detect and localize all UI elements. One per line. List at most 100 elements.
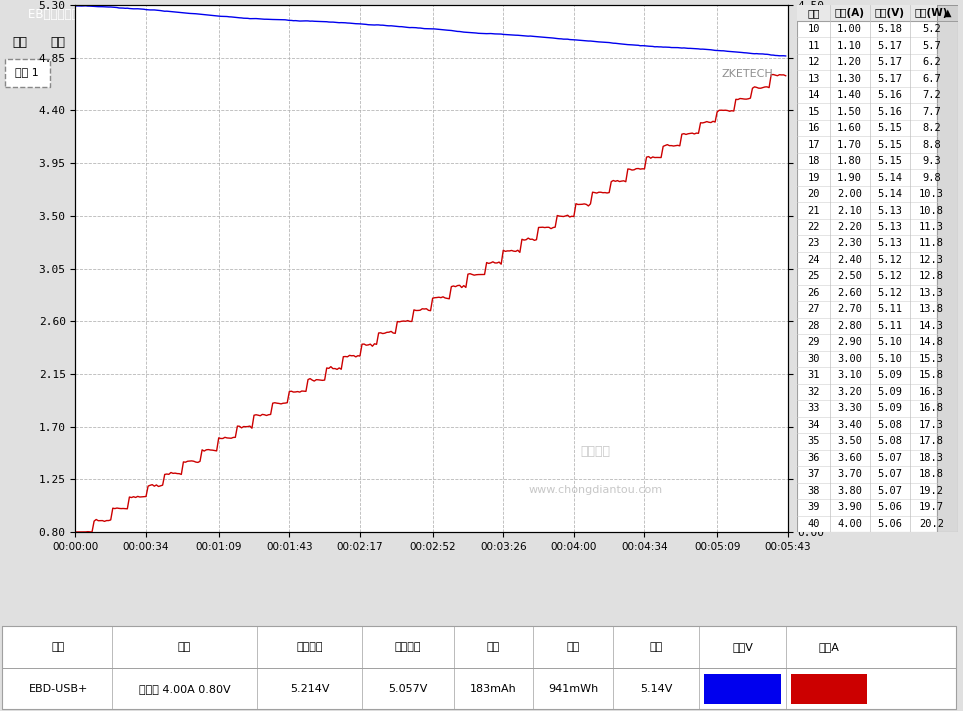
Text: 5.08: 5.08 <box>877 419 902 430</box>
Text: 3.20: 3.20 <box>837 387 862 397</box>
Text: 设置: 设置 <box>125 36 140 49</box>
Text: 29: 29 <box>807 338 820 348</box>
Text: 3.30: 3.30 <box>837 403 862 413</box>
Text: 16: 16 <box>807 123 820 133</box>
Text: 恒电流 4.00A 0.80V: 恒电流 4.00A 0.80V <box>139 683 230 693</box>
Bar <box>791 674 867 704</box>
Text: ▲: ▲ <box>944 8 951 18</box>
Text: 5.15: 5.15 <box>877 139 902 149</box>
Text: 7.2: 7.2 <box>923 90 941 100</box>
Text: 5.12: 5.12 <box>877 255 902 265</box>
Text: 5.13: 5.13 <box>877 222 902 232</box>
Text: 5.11: 5.11 <box>877 304 902 314</box>
Text: 31: 31 <box>807 370 820 380</box>
Text: EB测试系统软件 V1.8.5 (Build 2016-03-07 充电头特别版): EB测试系统软件 V1.8.5 (Build 2016-03-07 充电头特别版… <box>28 9 288 21</box>
Text: 9.3: 9.3 <box>923 156 941 166</box>
Bar <box>937 5 958 21</box>
Text: 11.8: 11.8 <box>919 238 944 248</box>
Text: 5.14: 5.14 <box>877 189 902 199</box>
Text: 6.7: 6.7 <box>923 74 941 84</box>
Text: 终止电压: 终止电压 <box>395 642 422 652</box>
Text: 充电头网: 充电头网 <box>581 445 611 458</box>
Text: 文件: 文件 <box>12 36 27 49</box>
Text: 8.8: 8.8 <box>923 139 941 149</box>
Text: 5.07: 5.07 <box>877 453 902 463</box>
Text: 16.8: 16.8 <box>919 403 944 413</box>
Text: 2.70: 2.70 <box>837 304 862 314</box>
Text: 26: 26 <box>807 288 820 298</box>
Text: ✕: ✕ <box>933 9 943 21</box>
Text: 941mWh: 941mWh <box>548 683 598 693</box>
Text: 3.50: 3.50 <box>837 437 862 447</box>
Text: 5.17: 5.17 <box>877 57 902 67</box>
Text: 15.3: 15.3 <box>919 354 944 364</box>
Text: 2.40: 2.40 <box>837 255 862 265</box>
Text: 5.09: 5.09 <box>877 387 902 397</box>
Text: 曲线A: 曲线A <box>819 642 840 652</box>
Text: 模式: 模式 <box>178 642 191 652</box>
Bar <box>797 5 937 532</box>
Text: 起始电压: 起始电压 <box>297 642 323 652</box>
Text: 2.60: 2.60 <box>837 288 862 298</box>
Text: 5.18: 5.18 <box>877 24 902 34</box>
Text: 27: 27 <box>807 304 820 314</box>
Bar <box>797 5 937 21</box>
Text: 20: 20 <box>807 189 820 199</box>
Text: 13: 13 <box>807 74 820 84</box>
Text: 3.40: 3.40 <box>837 419 862 430</box>
Text: 5.057V: 5.057V <box>388 683 428 693</box>
Text: 3.80: 3.80 <box>837 486 862 496</box>
Text: 17.3: 17.3 <box>919 419 944 430</box>
Text: 15.8: 15.8 <box>919 370 944 380</box>
Text: 19: 19 <box>807 173 820 183</box>
Text: 1.70: 1.70 <box>837 139 862 149</box>
Text: 19.7: 19.7 <box>919 502 944 512</box>
Text: 15: 15 <box>807 107 820 117</box>
Text: 2.50: 2.50 <box>837 272 862 282</box>
Bar <box>937 5 958 532</box>
Text: 1.30: 1.30 <box>837 74 862 84</box>
Text: 1.10: 1.10 <box>837 41 862 50</box>
Text: 13.8: 13.8 <box>919 304 944 314</box>
Text: 设备 1: 设备 1 <box>15 68 39 77</box>
Text: EBD-USB+: EBD-USB+ <box>29 683 89 693</box>
Text: 系统: 系统 <box>50 36 65 49</box>
Text: 18.3: 18.3 <box>919 453 944 463</box>
Text: 38: 38 <box>807 486 820 496</box>
Text: 35: 35 <box>807 437 820 447</box>
Text: 1.40: 1.40 <box>837 90 862 100</box>
Bar <box>5 58 50 87</box>
Text: 5.15: 5.15 <box>877 156 902 166</box>
Text: 5.15: 5.15 <box>877 123 902 133</box>
Text: 12.8: 12.8 <box>919 272 944 282</box>
Text: 14: 14 <box>807 90 820 100</box>
Text: 3.00: 3.00 <box>837 354 862 364</box>
Text: 3.10: 3.10 <box>837 370 862 380</box>
Text: 均压: 均压 <box>650 642 663 652</box>
Text: 电流(A): 电流(A) <box>835 8 865 18</box>
Text: 36: 36 <box>807 453 820 463</box>
Text: 2.30: 2.30 <box>837 238 862 248</box>
Text: 5.13: 5.13 <box>877 238 902 248</box>
Text: 5.06: 5.06 <box>877 519 902 529</box>
Text: 19.2: 19.2 <box>919 486 944 496</box>
Text: 1.50: 1.50 <box>837 107 862 117</box>
Text: 18: 18 <box>807 156 820 166</box>
Text: 5.16: 5.16 <box>877 107 902 117</box>
Text: 11: 11 <box>807 41 820 50</box>
Text: 1.80: 1.80 <box>837 156 862 166</box>
Text: 5.7: 5.7 <box>923 41 941 50</box>
Text: 5.06: 5.06 <box>877 502 902 512</box>
Text: 25: 25 <box>807 272 820 282</box>
Text: 3.70: 3.70 <box>837 469 862 479</box>
Text: 电压(V): 电压(V) <box>874 8 905 18</box>
Text: 14.3: 14.3 <box>919 321 944 331</box>
Text: 12: 12 <box>807 57 820 67</box>
Text: 11.3: 11.3 <box>919 222 944 232</box>
Text: □: □ <box>907 9 919 21</box>
Text: 39: 39 <box>807 502 820 512</box>
Title: EB Tester Software: EB Tester Software <box>348 0 516 1</box>
Text: 30: 30 <box>807 354 820 364</box>
Text: 序号: 序号 <box>807 8 820 18</box>
Text: 14.8: 14.8 <box>919 338 944 348</box>
